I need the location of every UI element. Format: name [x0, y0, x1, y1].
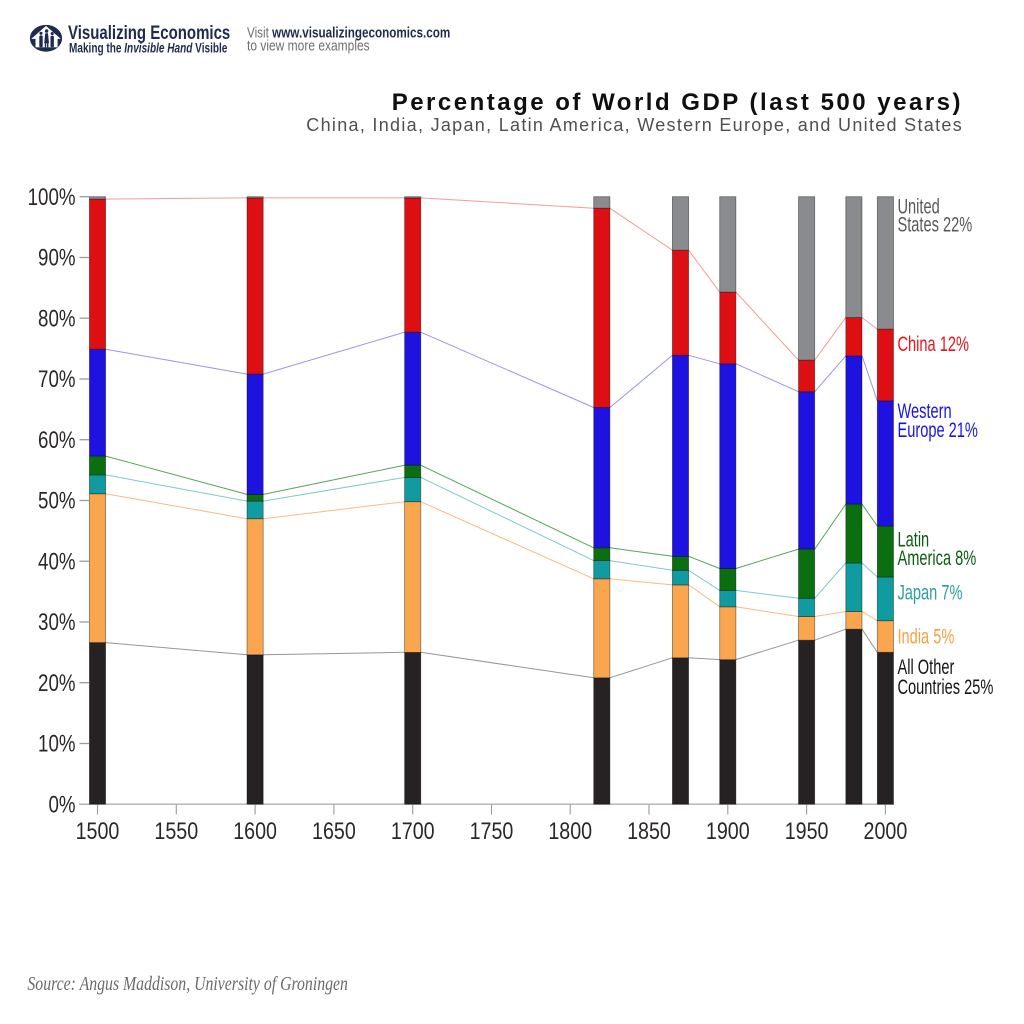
svg-text:1500: 1500 — [76, 817, 120, 844]
svg-text:1950: 1950 — [785, 817, 829, 844]
svg-text:Europe 21%: Europe 21% — [898, 417, 978, 442]
svg-text:100%: 100% — [28, 184, 76, 211]
svg-text:50%: 50% — [38, 488, 75, 515]
svg-text:30%: 30% — [38, 609, 75, 636]
svg-text:1700: 1700 — [391, 817, 435, 844]
svg-text:States 22%: States 22% — [898, 212, 973, 237]
svg-text:1550: 1550 — [154, 817, 198, 844]
svg-text:India 5%: India 5% — [898, 624, 955, 649]
svg-text:Visualizing Economics: Visualizing Economics — [68, 22, 230, 43]
svg-text:Source: Angus Maddison, Univer: Source: Angus Maddison, University of Gr… — [27, 972, 348, 994]
svg-text:2000: 2000 — [864, 817, 908, 844]
svg-text:Countries 25%: Countries 25% — [898, 674, 994, 699]
svg-text:United: United — [898, 194, 940, 219]
svg-text:1750: 1750 — [470, 817, 514, 844]
svg-text:Japan 7%: Japan 7% — [898, 580, 963, 605]
svg-text:Latin: Latin — [898, 527, 930, 552]
svg-text:China 12%: China 12% — [898, 331, 969, 356]
svg-text:80%: 80% — [38, 305, 75, 332]
svg-text:20%: 20% — [38, 670, 75, 697]
svg-text:Visit www.visualizingeconomics: Visit www.visualizingeconomics.com — [247, 24, 450, 41]
svg-text:90%: 90% — [38, 245, 75, 272]
svg-text:1850: 1850 — [627, 817, 671, 844]
svg-text:to view more examples: to view more examples — [247, 37, 370, 54]
svg-text:70%: 70% — [38, 366, 75, 393]
svg-text:0%: 0% — [48, 791, 75, 818]
svg-text:China, India, Japan, Latin Ame: China, India, Japan, Latin America, West… — [306, 115, 963, 135]
svg-text:1800: 1800 — [548, 817, 592, 844]
svg-text:Percentage of World GDP (last: Percentage of World GDP (last 500 years) — [392, 89, 963, 116]
svg-text:1600: 1600 — [233, 817, 277, 844]
svg-text:1900: 1900 — [706, 817, 750, 844]
svg-text:America 8%: America 8% — [898, 545, 977, 570]
svg-text:40%: 40% — [38, 548, 75, 575]
svg-text:All Other: All Other — [898, 654, 955, 679]
svg-text:Making the Invisible Hand Visi: Making the Invisible Hand Visible — [69, 40, 228, 56]
svg-text:1650: 1650 — [312, 817, 356, 844]
svg-text:60%: 60% — [38, 427, 75, 454]
svg-text:10%: 10% — [38, 731, 75, 758]
svg-text:Western: Western — [898, 398, 952, 423]
